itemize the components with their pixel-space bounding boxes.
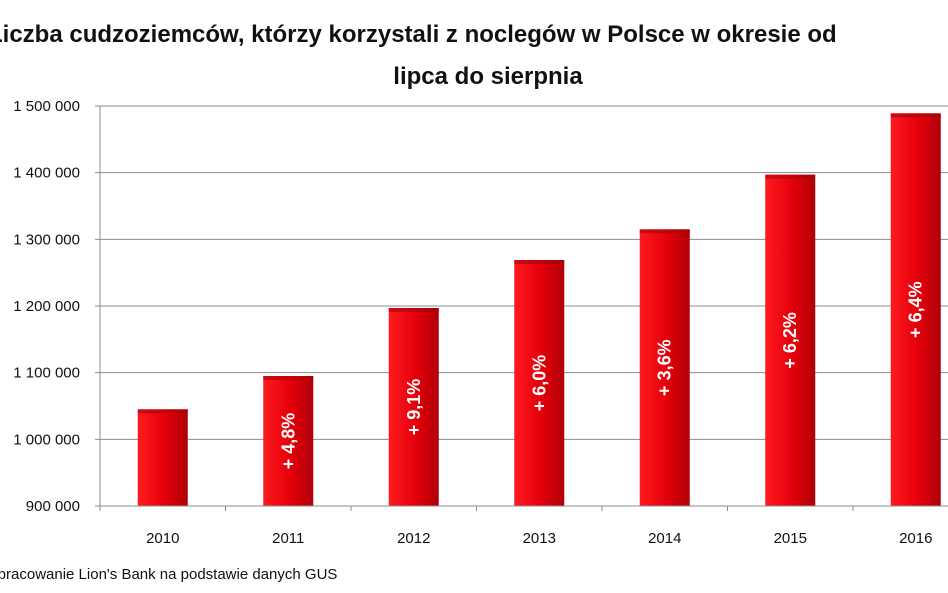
chart-title-line1: Liczba cudzoziemców, którzy korzystali z…: [0, 21, 837, 48]
bar-cap: [137, 409, 188, 414]
bar-cap: [514, 260, 565, 264]
source-note: Opracowanie Lion's Bank na podstawie dan…: [0, 566, 338, 583]
bar: [263, 376, 314, 506]
bar: [890, 113, 941, 506]
bar-data-label: + 6,2%: [780, 312, 800, 369]
x-tick-label: 2012: [397, 530, 430, 547]
x-tick-label: 2015: [774, 530, 807, 547]
labels: 900 000 1 000 000 1 100 000 1 200 000 1 300 …: [13, 98, 932, 547]
bar-cap: [263, 376, 314, 380]
x-tick-label: 2011: [272, 530, 304, 547]
x-tick-label: 2016: [899, 530, 932, 547]
bar: [514, 260, 565, 506]
y-tick-label: 1 200 000: [13, 298, 80, 315]
bar-data-label: + 4,8%: [278, 413, 298, 470]
bar-data-label: + 6,4%: [906, 281, 926, 338]
x-tick-label: 2013: [523, 530, 556, 547]
y-tick-label: 1 400 000: [13, 165, 80, 182]
x-tick-label: 2010: [146, 530, 179, 547]
bar-data-label: + 9,1%: [404, 379, 424, 436]
bar: [137, 409, 188, 506]
y-tick-label: 1 300 000: [13, 231, 80, 248]
bar-cap: [765, 174, 816, 179]
bar-cap: [639, 229, 690, 234]
bars: [137, 113, 941, 507]
bar-cap: [890, 113, 941, 118]
bar: [639, 229, 690, 507]
chart-title-line2: lipca do sierpnia: [393, 63, 583, 90]
bar: [388, 308, 439, 506]
bar: [765, 174, 816, 506]
x-tick-label: 2014: [648, 530, 681, 547]
bar-data-label: + 6,0%: [529, 355, 549, 412]
bar-data-label: + 3,6%: [655, 339, 675, 396]
y-tick-label: 1 500 000: [13, 98, 80, 115]
axes: [95, 105, 948, 511]
y-tick-label: 1 100 000: [13, 365, 80, 382]
y-tick-label: 900 000: [26, 498, 80, 515]
bar-cap: [388, 308, 439, 312]
y-tick-label: 1 000 000: [13, 431, 80, 448]
